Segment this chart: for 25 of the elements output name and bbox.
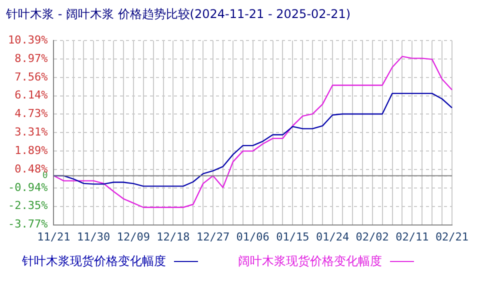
x-tick-label: 11/21 [37,230,70,244]
x-tick-label: 11/30 [77,230,110,244]
chart-title: 针叶木浆 - 阔叶木浆 价格趋势比较(2024-11-21 - 2025-02-21) [6,6,351,23]
x-tick-label: 02/02 [356,230,389,244]
x-tick-label: 02/11 [396,230,429,244]
legend-label: 阔叶木浆现货价格变化幅度 [238,254,382,268]
y-tick-label: -2.35% [8,199,48,212]
x-tick-label: 01/06 [236,230,270,244]
x-tick-label: 12/09 [116,230,150,244]
y-tick-label: 6.14% [14,88,48,102]
y-tick-label: 1.89% [14,144,48,158]
x-tick-label: 01/15 [276,230,310,244]
y-tick-label: 0 [42,171,48,182]
y-tick-label: 7.56% [14,70,48,84]
legend-label: 针叶木浆现货价格变化幅度 [22,254,166,268]
y-tick-label: 10.39% [8,33,48,46]
y-tick-label: 3.31% [14,126,48,139]
x-tick-label: 12/18 [156,230,190,244]
x-tick-label: 01/24 [316,230,350,244]
x-tick-label: 12/27 [196,230,230,244]
x-tick-label: 02/21 [435,230,469,244]
y-tick-label: 4.73% [14,107,48,120]
y-tick-label: 8.97% [14,52,48,65]
y-tick-label: -0.94% [8,180,48,194]
y-tick-label: -3.77% [8,218,48,231]
